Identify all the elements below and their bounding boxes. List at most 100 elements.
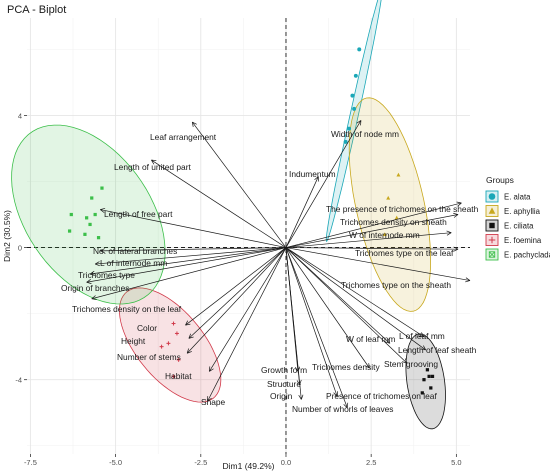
legend-title: Groups [486, 175, 514, 185]
loading-arrowhead [191, 121, 197, 128]
x-tick-label: 2.5 [366, 458, 376, 467]
loading-arrowhead [188, 333, 194, 339]
legend-marker [488, 193, 496, 200]
data-point [350, 93, 355, 98]
loading-arrowhead [446, 230, 452, 236]
loading-arrow [191, 121, 287, 248]
variable-label: W of leaf mm [346, 334, 395, 344]
data-point [343, 139, 348, 144]
loading-arrow [188, 247, 287, 339]
data-point [430, 374, 435, 378]
variable-label: Origin of branches [61, 283, 129, 293]
data-point [100, 186, 104, 190]
y-axis-label: Dim2 (30.5%) [2, 210, 12, 262]
variable-label: No. of lateral branches [93, 246, 177, 256]
legend-marker [489, 222, 495, 229]
data-point [171, 321, 176, 326]
data-point [88, 222, 92, 227]
variable-label: Length of united part [114, 162, 192, 172]
loading-arrow [285, 247, 302, 400]
loading-arrowhead [333, 391, 339, 397]
loading-arrowhead [364, 363, 370, 369]
data-point [69, 212, 73, 217]
variable-label: Height [121, 336, 146, 346]
loading-arrowhead [100, 248, 105, 254]
variable-label: Number of whorls of leaves [292, 404, 393, 414]
loading-arrowhead [356, 120, 362, 126]
plot-panel [27, 18, 470, 454]
loading-arrowhead [208, 366, 214, 372]
legend-label: E. alata [504, 193, 531, 202]
data-point [425, 368, 430, 372]
loading-arrow [285, 232, 452, 248]
loading-arrow [285, 120, 362, 248]
loading-arrowhead [151, 159, 157, 165]
data-point [429, 386, 433, 390]
data-point [420, 391, 424, 395]
loading-arrow [100, 209, 287, 248]
loading-arrowhead [385, 338, 391, 344]
loading-arrow [89, 247, 287, 275]
loading-arrowhead [314, 176, 319, 182]
y-tick-label: 4 [18, 111, 22, 120]
ellipse-e-alata [325, 0, 382, 243]
x-tick-label: -7.5 [24, 458, 37, 467]
data-point [394, 215, 399, 220]
variable-label: L of leaf mm [399, 331, 445, 341]
variable-label: Origin [270, 391, 293, 401]
data-point [353, 73, 358, 78]
variable-label: Growth form [261, 365, 307, 375]
variable-label: L of internode mm [100, 258, 167, 268]
data-point [357, 47, 362, 52]
x-tick-label: -5.0 [109, 458, 122, 467]
data-point [174, 331, 179, 336]
data-point [67, 229, 72, 233]
data-point [386, 195, 391, 200]
variable-label: Stem grooving [384, 359, 438, 369]
loading-arrowhead [100, 208, 106, 213]
variable-label: The presence of trichomes on the sheath [326, 204, 479, 214]
loading-arrow [285, 247, 408, 364]
loading-arrowhead [185, 320, 191, 326]
ellipse-e-aphyllia [348, 97, 432, 312]
loading-arrowhead [420, 345, 427, 351]
loading-arrowhead [86, 279, 92, 284]
legend-label: E. aphyllia [504, 207, 541, 216]
loading-arrow [285, 247, 459, 250]
legend-marker [488, 207, 496, 214]
variable-label: Trichomes type on the leaf [355, 248, 454, 258]
data-point [85, 216, 89, 220]
loading-arrow [285, 247, 426, 351]
variable-label: Number of stems [117, 352, 181, 362]
loading-arrow [285, 202, 462, 248]
loading-arrowhead [418, 332, 425, 338]
ellipse-e-ciliata [405, 333, 446, 430]
loading-arrowhead [456, 201, 462, 207]
data-point [427, 374, 431, 378]
loading-arrow [285, 247, 348, 408]
variable-label: Trichomes density [312, 362, 380, 372]
legend-marker [488, 236, 496, 244]
data-point [90, 196, 94, 200]
loading-arrow [285, 247, 425, 338]
loading-arrowhead [402, 358, 408, 364]
loading-arrowhead [453, 212, 459, 218]
variable-label: Presence of trichomes on leaf [326, 391, 437, 401]
loading-arrow [151, 159, 287, 248]
loading-arrow [86, 247, 287, 283]
loading-arrow [100, 247, 286, 252]
loading-arrowhead [298, 394, 304, 400]
variable-label: Trichomes type [78, 270, 135, 280]
loading-arrow [91, 247, 287, 300]
loading-arrow [95, 247, 287, 265]
x-tick-label: 0.0 [281, 458, 291, 467]
variable-label: Habitat [165, 371, 192, 381]
y-tick-label: 0 [18, 244, 22, 253]
loading-arrow [285, 176, 319, 248]
variable-label: Trichomes type on the sheath [341, 280, 451, 290]
loading-arrowhead [465, 277, 471, 283]
data-point [347, 126, 352, 131]
x-tick-label: -2.5 [194, 458, 207, 467]
data-point [176, 357, 181, 362]
